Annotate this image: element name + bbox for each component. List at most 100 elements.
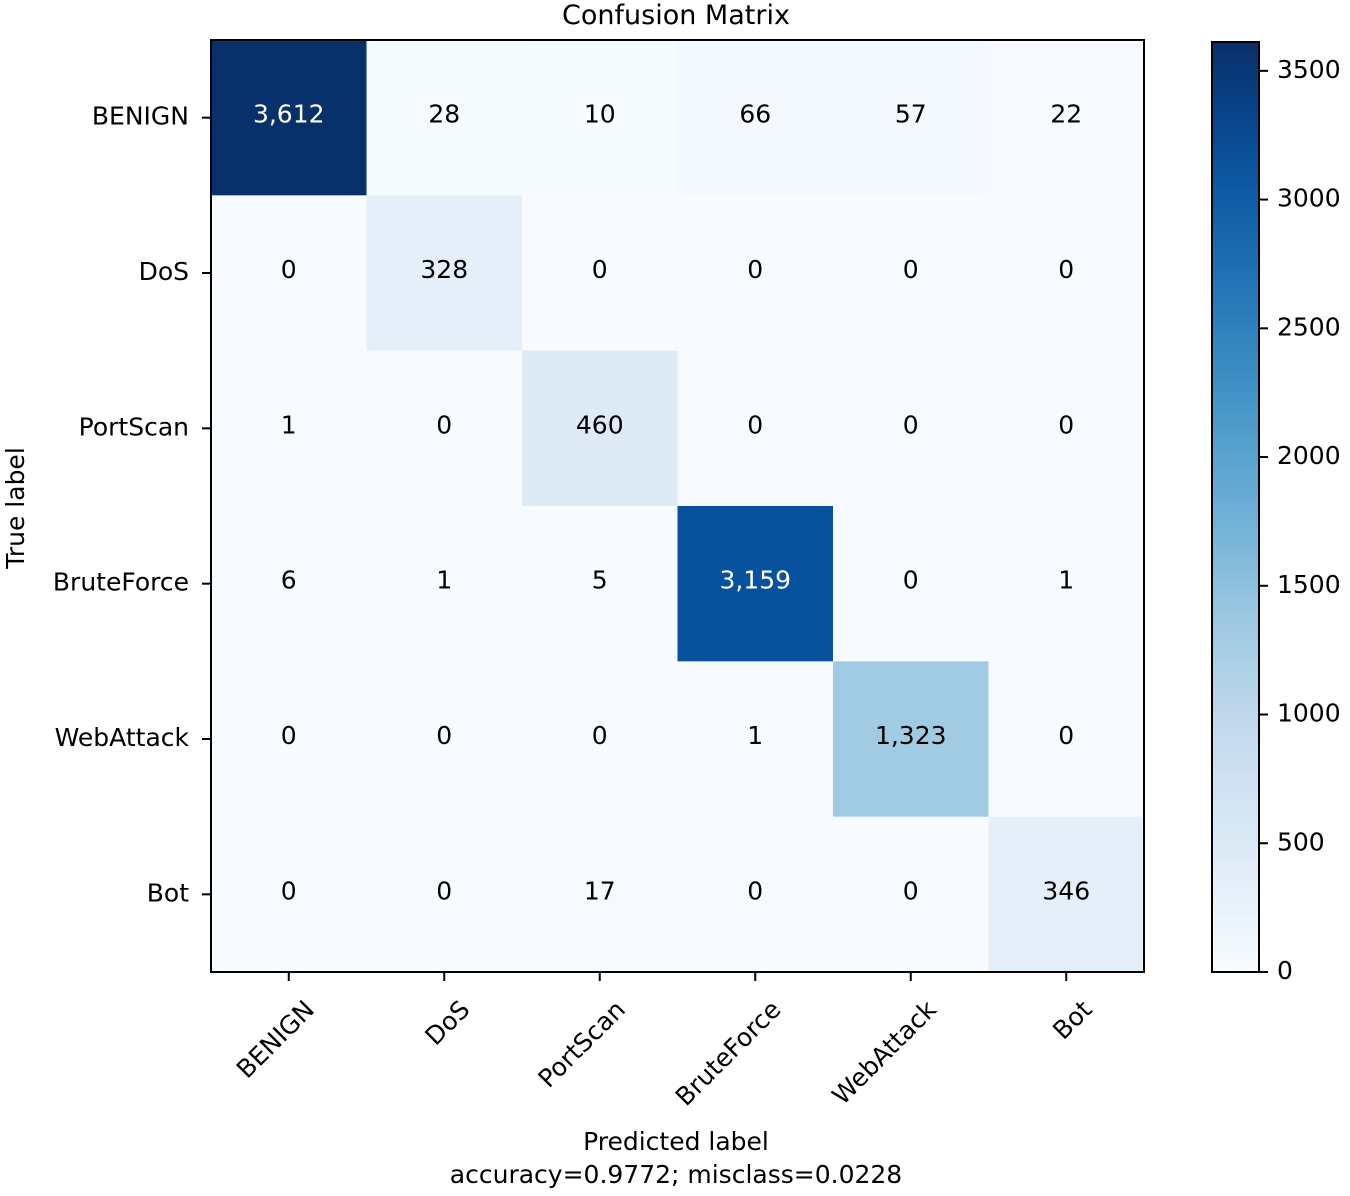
heatmap-cell (677, 816, 834, 973)
cell-value-label: 0 (281, 721, 297, 750)
heatmap-cell (988, 40, 1145, 196)
heatmap-cell (988, 195, 1145, 352)
x-tick-label: BruteForce (670, 995, 787, 1112)
cell-value-label: 1,323 (875, 721, 947, 750)
x-tick-label: PortScan (532, 995, 631, 1094)
accuracy-summary: accuracy=0.9772; misclass=0.0228 (450, 1160, 902, 1189)
heatmap-cell (677, 195, 834, 352)
heatmap-cell (211, 506, 367, 662)
heatmap-cell (211, 40, 367, 196)
heatmap-cell (988, 506, 1145, 662)
heatmap-cell (366, 40, 523, 196)
cell-value-label: 0 (747, 876, 763, 905)
cell-value-label: 0 (281, 876, 297, 905)
heatmap-cell (366, 350, 523, 507)
cell-value-label: 0 (1058, 410, 1074, 439)
cell-value-label: 460 (576, 410, 624, 439)
colorbar-tick-label: 3500 (1277, 55, 1341, 84)
cell-value-label: 0 (903, 566, 919, 595)
heatmap-cell (522, 350, 678, 507)
heatmap-cell (522, 661, 678, 818)
heatmap-cell (833, 816, 989, 973)
cell-value-label: 6 (281, 566, 297, 595)
heatmap-cell (988, 661, 1145, 818)
cell-value-label: 1 (747, 721, 763, 750)
heatmap-cell (988, 816, 1145, 973)
cell-value-label: 0 (903, 410, 919, 439)
x-tick-label: Bot (1047, 995, 1098, 1046)
cell-value-label: 0 (281, 255, 297, 284)
colorbar-tick-label: 1500 (1277, 570, 1341, 599)
x-axis-label: Predicted label (583, 1127, 769, 1156)
colorbar-tick-label: 3000 (1277, 184, 1341, 213)
cell-value-label: 57 (895, 100, 927, 129)
heatmap-cell (522, 506, 678, 662)
cell-value-label: 0 (903, 255, 919, 284)
cell-value-label: 66 (739, 100, 771, 129)
colorbar-tick-label: 500 (1277, 827, 1325, 856)
heatmap-cell (677, 506, 834, 662)
y-axis-label: True label (1, 447, 30, 570)
heatmap-cell (522, 40, 678, 196)
cell-value-label: 0 (747, 410, 763, 439)
y-tick-label: WebAttack (55, 723, 190, 752)
cell-value-label: 10 (584, 100, 616, 129)
cell-value-label: 22 (1050, 100, 1082, 129)
y-tick-label: DoS (139, 257, 189, 286)
colorbar-tick-label: 2000 (1277, 441, 1341, 470)
y-axis-ticks: BENIGN DoS PortScan BruteForce WebAttack Bot (53, 102, 211, 907)
cell-value-label: 0 (747, 255, 763, 284)
cell-value-label: 0 (592, 255, 608, 284)
heatmap-cell (988, 350, 1145, 507)
cell-value-label: 1 (1058, 566, 1074, 595)
colorbar-tick-label: 1000 (1277, 699, 1341, 728)
heatmap-cell (833, 40, 989, 196)
y-tick-label: Bot (147, 878, 189, 907)
cell-value-label: 0 (1058, 255, 1074, 284)
cell-value-label: 0 (436, 410, 452, 439)
colorbar-tick-label: 0 (1277, 956, 1293, 985)
chart-title: Confusion Matrix (562, 0, 790, 31)
heatmap-cell-labels: 3,612 28 10 66 57 220 328 0 0 0 01 0 460 0 0 06 1 5 3,159 0… (253, 100, 1090, 906)
cell-value-label: 17 (584, 876, 616, 905)
heatmap-cell (677, 661, 834, 818)
cell-value-label: 0 (436, 876, 452, 905)
x-axis-ticks: BENIGN DoS PortScan BruteForce WebAttack Bot (231, 972, 1098, 1112)
heatmap-cell (366, 506, 523, 662)
heatmap-cell (211, 350, 367, 507)
colorbar-tick-label: 2500 (1277, 312, 1341, 341)
heatmap-cell (833, 350, 989, 507)
cell-value-label: 328 (420, 255, 468, 284)
heatmap-cell (677, 350, 834, 507)
heatmap-cell (833, 661, 989, 818)
heatmap-cells (211, 40, 1145, 973)
plot-frame (210, 39, 1145, 973)
y-tick-label: BruteForce (53, 568, 189, 597)
colorbar (1211, 41, 1260, 973)
cell-value-label: 3,612 (253, 100, 325, 129)
heatmap-cell (522, 195, 678, 352)
heatmap-cell (366, 816, 523, 973)
heatmap-cell (211, 661, 367, 818)
cell-value-label: 1 (281, 410, 297, 439)
heatmap-cell (366, 195, 523, 352)
heatmap-cell (833, 506, 989, 662)
cell-value-label: 5 (592, 566, 608, 595)
x-tick-label: DoS (419, 995, 475, 1051)
heatmap-cell (211, 195, 367, 352)
cell-value-label: 0 (903, 876, 919, 905)
x-tick-label: WebAttack (827, 994, 943, 1110)
heatmap-cell (522, 816, 678, 973)
cell-value-label: 346 (1042, 876, 1090, 905)
heatmap-cell (366, 661, 523, 818)
cell-value-label: 28 (428, 100, 460, 129)
heatmap-cell (833, 195, 989, 352)
cell-value-label: 1 (436, 566, 452, 595)
heatmap-cell (677, 40, 834, 196)
cell-value-label: 3,159 (719, 566, 791, 595)
cell-value-label: 0 (592, 721, 608, 750)
heatmap-cell (211, 816, 367, 973)
y-tick-label: BENIGN (92, 102, 189, 131)
